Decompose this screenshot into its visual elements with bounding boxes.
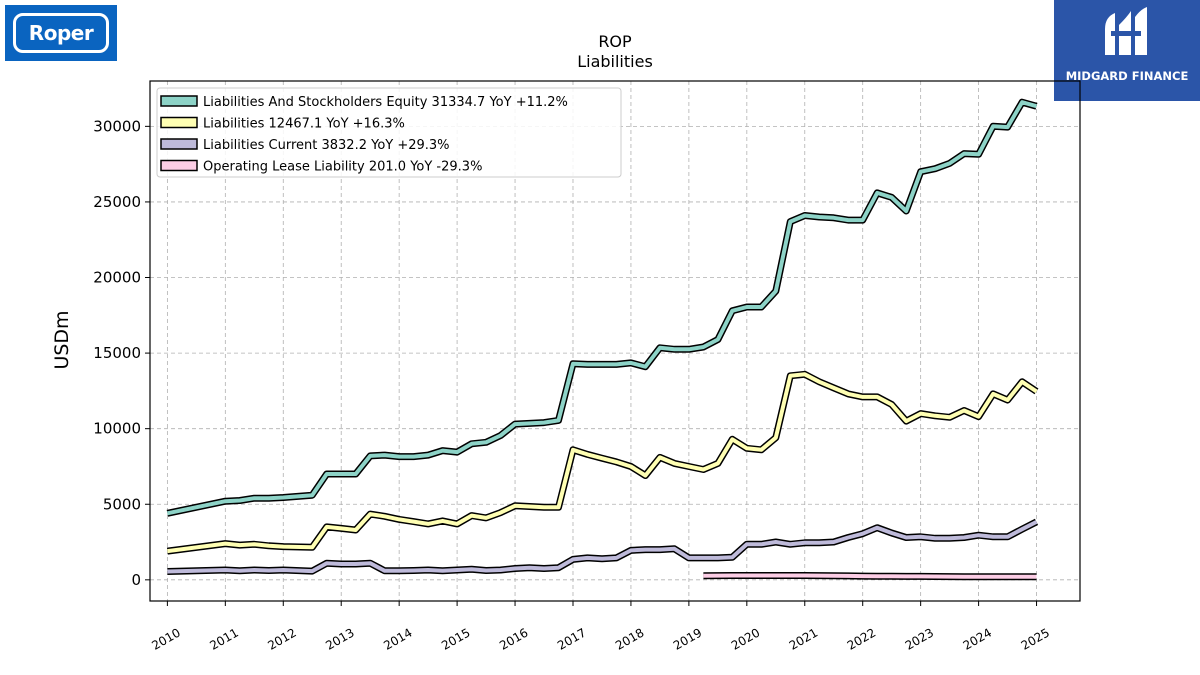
x-tick-label: 2010 — [149, 625, 182, 652]
x-tick-label: 2012 — [265, 625, 298, 652]
y-tick-label: 0 — [131, 571, 141, 589]
legend-label: Liabilities Current 3832.2 YoY +29.3% — [203, 138, 450, 153]
chart-title: ROP — [598, 32, 632, 51]
x-tick-label: 2018 — [613, 625, 646, 652]
legend-label: Operating Lease Liability 201.0 YoY -29.… — [203, 160, 482, 175]
x-tick-label: 2021 — [787, 625, 820, 652]
legend: Liabilities And Stockholders Equity 3133… — [156, 87, 622, 178]
midgard-finance-logo: MIDGARD FINANCE — [1054, 0, 1200, 101]
series-line-operating-lease-liability — [703, 573, 1037, 579]
x-tick-label: 2016 — [497, 625, 530, 652]
legend-swatch — [160, 95, 198, 107]
x-tick-label: 2017 — [555, 625, 588, 652]
series-line-liabilities-current — [167, 520, 1038, 574]
series-line-liabilities — [167, 372, 1038, 554]
legend-label: Liabilities 12467.1 YoY +16.3% — [203, 117, 405, 132]
legend-swatch — [160, 159, 198, 172]
x-tick-label: 2025 — [1019, 625, 1052, 652]
midgard-monogram-icon — [1105, 7, 1147, 55]
midgard-logo-text: MIDGARD FINANCE — [1065, 69, 1189, 83]
x-tick-label: 2013 — [323, 625, 356, 652]
x-tick-label: 2019 — [671, 625, 704, 652]
plot-frame — [149, 80, 1081, 602]
y-tick-label: 5000 — [103, 495, 141, 513]
y-tick-label: 20000 — [93, 269, 141, 287]
x-tick-label: 2023 — [903, 625, 936, 652]
chart-subtitle: Liabilities — [577, 52, 653, 71]
y-axis-label: USDm — [51, 310, 73, 369]
legend-swatch — [160, 138, 198, 150]
x-tick-label: 2024 — [961, 625, 994, 652]
legend-box — [156, 87, 622, 178]
x-tick-label: 2011 — [207, 625, 240, 652]
y-tick-label: 30000 — [93, 117, 141, 135]
legend-label: Liabilities And Stockholders Equity 3133… — [203, 95, 568, 110]
roper-logo-text: Roper — [13, 13, 109, 53]
x-tick-label: 2015 — [439, 625, 472, 652]
series-outline-liabilities — [166, 370, 1039, 555]
y-tick-label: 15000 — [93, 344, 141, 362]
series-lines — [166, 98, 1039, 581]
x-tick-label: 2014 — [381, 625, 414, 652]
roper-logo: Roper — [5, 5, 117, 61]
y-tick-label: 25000 — [93, 193, 141, 211]
x-tick-label: 2022 — [845, 625, 878, 652]
y-tick-label: 10000 — [93, 420, 141, 438]
x-tick-label: 2020 — [729, 625, 762, 652]
legend-swatch — [160, 116, 198, 129]
series-line-liabilities-and-stockholders-equity — [166, 100, 1038, 516]
